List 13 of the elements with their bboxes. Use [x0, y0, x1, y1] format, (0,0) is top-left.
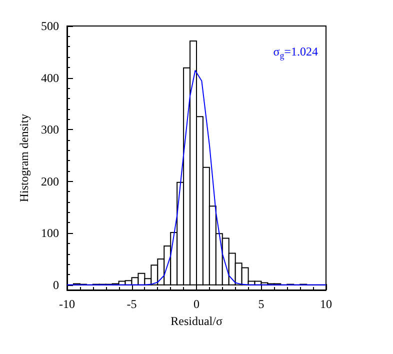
- x-tick-label: 10: [320, 297, 332, 311]
- y-tick-label: 500: [41, 19, 59, 33]
- x-tick-label: -5: [126, 297, 137, 311]
- y-tick-label: 0: [53, 278, 59, 292]
- x-tick-label: -10: [59, 297, 75, 311]
- x-tick-label: 5: [258, 297, 264, 311]
- y-tick-label: 100: [41, 226, 59, 240]
- x-axis-title: Residual/σ: [170, 314, 223, 328]
- y-tick-label: 300: [41, 122, 59, 137]
- x-tick-label: 0: [194, 297, 200, 311]
- y-axis-title: Histogram density: [17, 114, 32, 202]
- y-tick-label: 200: [41, 174, 59, 188]
- y-tick-label: 400: [41, 70, 59, 85]
